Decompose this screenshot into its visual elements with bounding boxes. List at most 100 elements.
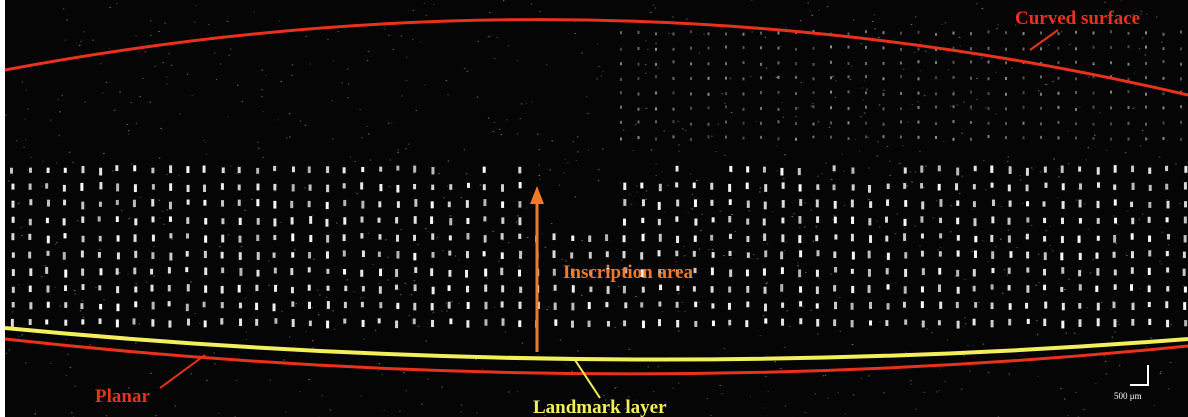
- dot: [1128, 122, 1130, 125]
- dot: [1112, 74, 1114, 75]
- dot: [431, 201, 434, 208]
- dot: [764, 250, 767, 257]
- dot: [151, 252, 154, 259]
- dot: [918, 31, 920, 34]
- dot: [620, 78, 622, 81]
- dot: [900, 120, 902, 123]
- dot: [935, 106, 937, 109]
- dot: [784, 347, 786, 348]
- dot: [991, 216, 994, 223]
- dot: [378, 283, 380, 284]
- dot: [1038, 90, 1040, 91]
- dot: [153, 276, 155, 277]
- dot: [499, 129, 501, 130]
- dot: [1079, 107, 1081, 108]
- dot: [379, 286, 382, 294]
- dot: [967, 345, 969, 346]
- dot: [618, 286, 620, 287]
- dot: [375, 330, 377, 331]
- dot: [356, 193, 358, 194]
- dot: [5, 115, 7, 116]
- dot: [988, 372, 990, 373]
- dot: [785, 242, 787, 243]
- dot: [347, 69, 349, 70]
- dot: [658, 301, 661, 306]
- dot: [204, 235, 207, 242]
- dot: [47, 251, 50, 256]
- dot: [442, 250, 444, 251]
- dot: [363, 297, 365, 298]
- dot: [832, 76, 834, 77]
- dot: [1043, 218, 1046, 223]
- dot: [431, 252, 434, 258]
- dot: [155, 415, 157, 416]
- dot: [1026, 217, 1029, 222]
- dot: [624, 218, 626, 219]
- dot: [868, 251, 871, 259]
- dot: [795, 122, 797, 125]
- dot: [1127, 211, 1129, 212]
- dot: [865, 106, 867, 109]
- dot: [865, 91, 867, 94]
- dot: [537, 355, 539, 356]
- dot: [638, 120, 640, 123]
- dot: [795, 62, 797, 65]
- dot: [186, 217, 189, 224]
- dot: [690, 77, 692, 80]
- dot: [818, 121, 820, 122]
- dot: [868, 269, 871, 277]
- dot: [638, 77, 640, 80]
- dot: [1128, 138, 1130, 141]
- dot: [795, 138, 797, 141]
- dot: [362, 250, 365, 257]
- dot: [368, 51, 370, 52]
- dot: [261, 96, 263, 97]
- dot: [549, 169, 551, 170]
- dot: [865, 46, 867, 49]
- dot: [863, 100, 865, 101]
- dot: [760, 122, 762, 125]
- dot: [1016, 247, 1018, 248]
- label: Inscription area: [563, 262, 694, 283]
- dot: [159, 157, 161, 158]
- dot: [844, 205, 846, 206]
- dot: [131, 164, 133, 165]
- dot: [753, 254, 755, 255]
- dot: [492, 231, 494, 232]
- dot: [811, 106, 813, 107]
- dot: [413, 253, 416, 260]
- dot: [12, 269, 15, 276]
- dot: [204, 267, 207, 275]
- dot: [925, 51, 927, 52]
- dot: [1026, 168, 1029, 176]
- dot: [12, 287, 15, 293]
- dot: [972, 345, 974, 346]
- dot: [903, 183, 906, 189]
- dot: [708, 249, 710, 250]
- dot: [1103, 355, 1105, 356]
- dot: [292, 184, 295, 191]
- dot: [1139, 48, 1141, 49]
- dot: [931, 332, 933, 333]
- dot: [1183, 285, 1185, 286]
- dot: [458, 303, 460, 304]
- dot: [273, 166, 276, 171]
- dot: [844, 171, 846, 172]
- dot: [883, 46, 885, 49]
- dot: [1160, 373, 1162, 374]
- dot: [203, 200, 206, 206]
- dot: [81, 250, 84, 257]
- dot: [729, 251, 732, 256]
- dot: [813, 241, 815, 242]
- dot: [477, 97, 479, 98]
- dot: [567, 163, 569, 164]
- dot: [809, 10, 811, 11]
- dot: [448, 251, 451, 256]
- dot: [203, 140, 205, 141]
- dot: [655, 120, 657, 123]
- dot: [827, 397, 829, 398]
- dot: [517, 391, 519, 392]
- dot: [602, 71, 604, 72]
- dot: [902, 145, 904, 146]
- dot: [961, 133, 963, 134]
